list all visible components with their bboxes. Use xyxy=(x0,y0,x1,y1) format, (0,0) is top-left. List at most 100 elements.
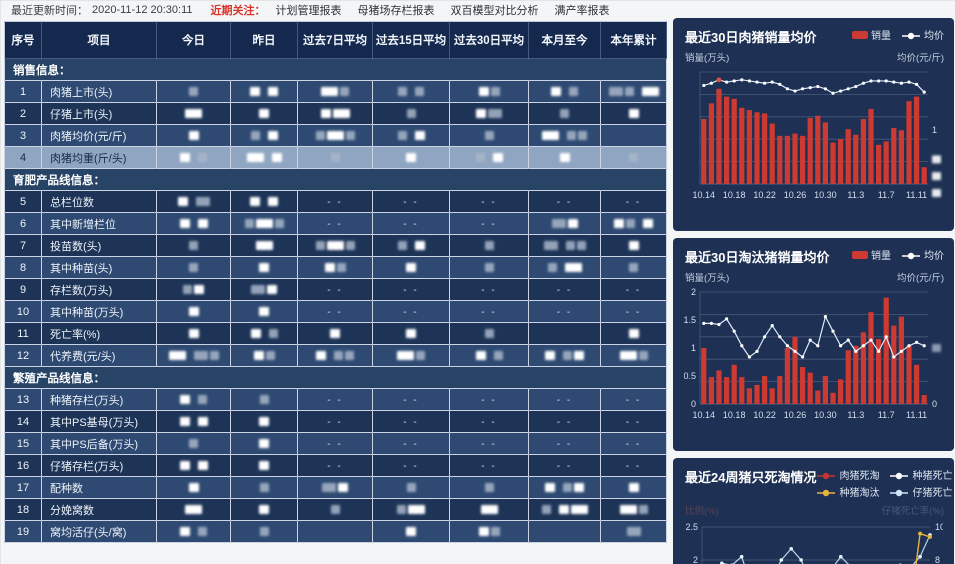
legend-item-销量[interactable]: 销量 xyxy=(852,247,891,262)
data-cell xyxy=(157,477,231,499)
redacted-value xyxy=(629,153,638,162)
redacted-value xyxy=(194,351,208,360)
redacted-value xyxy=(259,461,269,470)
chart-legend: 销量均价 xyxy=(852,247,944,262)
redacted-value xyxy=(198,527,207,536)
redacted-value xyxy=(559,505,569,514)
column-header: 序号 xyxy=(5,22,42,59)
data-cell: - - xyxy=(373,389,450,411)
svg-text:11.7: 11.7 xyxy=(878,410,895,420)
data-cell xyxy=(601,213,667,235)
data-cell xyxy=(450,257,529,279)
redacted-value xyxy=(321,109,331,118)
redacted-value xyxy=(485,131,494,140)
redacted-value xyxy=(569,87,578,96)
row-index: 15 xyxy=(5,433,42,455)
legend-item-种猪死亡[interactable]: 种猪死亡 xyxy=(889,467,952,482)
data-cell: - - xyxy=(529,389,601,411)
multi-line-chart[interactable]: 2.510281.56 xyxy=(684,519,943,564)
row-index: 5 xyxy=(5,191,42,213)
topbar-link[interactable]: 母猪场存栏报表 xyxy=(358,5,435,17)
legend-item-均价[interactable]: 均价 xyxy=(901,27,944,42)
column-header: 本年累计 xyxy=(601,22,667,59)
data-cell xyxy=(231,345,298,367)
legend-item-均价[interactable]: 均价 xyxy=(901,247,944,262)
topbar-link[interactable]: 满产率报表 xyxy=(555,5,610,17)
row-index: 16 xyxy=(5,455,42,477)
svg-text:10.14: 10.14 xyxy=(693,410,716,420)
data-cell xyxy=(231,411,298,433)
legend-item-种猪淘汰[interactable]: 种猪淘汰 xyxy=(816,484,879,499)
redacted-value xyxy=(574,483,584,492)
data-cell xyxy=(373,477,450,499)
redacted-value xyxy=(189,241,198,250)
data-cell: - - xyxy=(298,191,373,213)
item-label: 肉猪上市(头) xyxy=(42,81,157,103)
section-label: 繁殖产品线信息： xyxy=(5,367,667,389)
data-cell: - - xyxy=(601,301,667,323)
data-cell xyxy=(231,279,298,301)
row-index: 13 xyxy=(5,389,42,411)
data-cell: - - xyxy=(373,433,450,455)
legend-item-销量[interactable]: 销量 xyxy=(852,27,891,42)
section-label: 育肥产品线信息： xyxy=(5,169,667,191)
data-cell xyxy=(601,323,667,345)
redacted-value xyxy=(406,329,416,338)
data-cell xyxy=(529,81,601,103)
legend-item-仔猪死亡[interactable]: 仔猪死亡 xyxy=(889,484,952,499)
redacted-value xyxy=(488,109,502,118)
redacted-value xyxy=(545,351,555,360)
redacted-value xyxy=(481,505,498,514)
data-cell xyxy=(450,235,529,257)
redacted-value xyxy=(180,153,190,162)
chart-title: 最近30日肉猪销量均价 xyxy=(685,27,816,46)
redacted-value xyxy=(259,109,269,118)
row-index: 14 xyxy=(5,411,42,433)
data-cell: - - xyxy=(450,433,529,455)
topbar-link[interactable]: 计划管理报表 xyxy=(276,5,342,17)
chart-legend: 肉猪死淘种猪死亡种猪淘汰仔猪死亡 xyxy=(816,467,952,499)
redacted-value xyxy=(398,87,407,96)
data-cell: - - xyxy=(601,455,667,477)
redacted-value xyxy=(345,351,354,360)
redacted-value xyxy=(189,307,199,316)
redacted-value xyxy=(551,87,561,96)
redacted-value xyxy=(416,351,425,360)
data-cell xyxy=(157,257,231,279)
item-label: 其中种苗(头) xyxy=(42,257,157,279)
column-header: 昨日 xyxy=(231,22,298,59)
redacted-value xyxy=(316,351,326,360)
redacted-value xyxy=(340,87,349,96)
svg-text:11.3: 11.3 xyxy=(847,190,864,200)
column-header: 今日 xyxy=(157,22,231,59)
data-cell xyxy=(529,257,601,279)
legend-item-肉猪死淘[interactable]: 肉猪死淘 xyxy=(816,467,879,482)
topbar-link[interactable]: 双百模型对比分析 xyxy=(451,5,539,17)
svg-text:10.26: 10.26 xyxy=(784,190,807,200)
legend-line-marker xyxy=(901,251,921,261)
data-cell xyxy=(298,125,373,147)
data-cell: - - xyxy=(373,279,450,301)
section-label: 销售信息： xyxy=(5,59,667,81)
